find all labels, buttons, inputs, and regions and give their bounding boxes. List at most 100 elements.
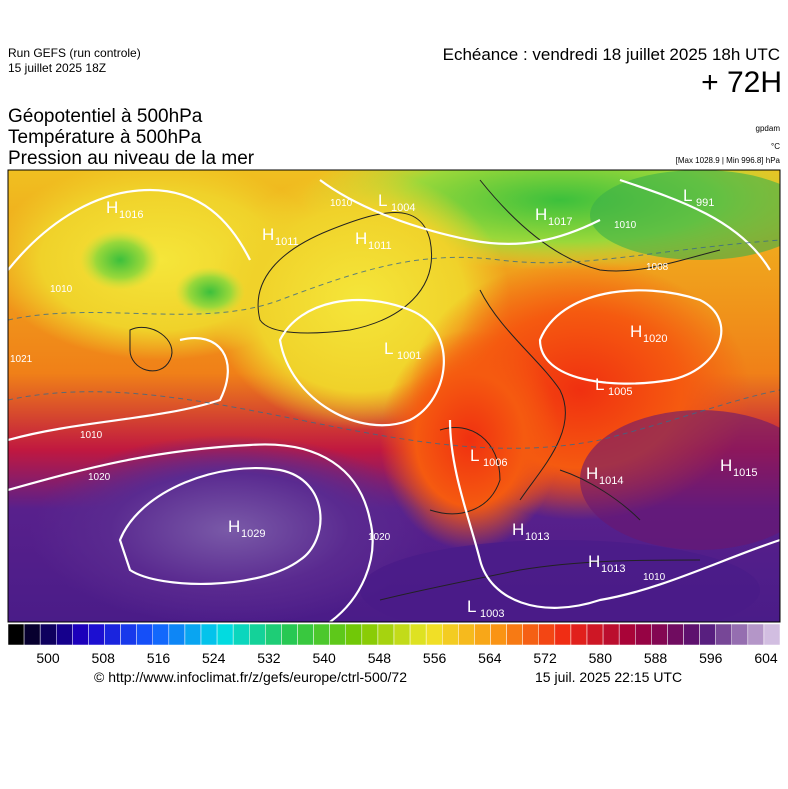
isobar-label: 1008: [646, 262, 669, 273]
isobar-label: 1010: [80, 430, 103, 441]
pressure-center: L 1004: [378, 191, 415, 214]
isobar-label: 1020: [368, 532, 391, 543]
colorbar-swatch: [442, 623, 459, 646]
center-kind: H: [630, 322, 642, 341]
colorbar-swatch: [200, 623, 218, 646]
source: © http://www.infoclimat.fr/z/gefs/europe…: [94, 669, 408, 685]
colorbar-swatch: [7, 623, 25, 646]
colorbar-swatch: [249, 623, 266, 646]
center-kind: L: [470, 446, 479, 465]
center-kind: H: [720, 456, 732, 475]
pressure-center: H 1017: [535, 205, 572, 228]
colorbar-tick-label: 556: [423, 650, 447, 666]
center-kind: H: [262, 225, 274, 244]
pressure-center: L 1006: [470, 446, 507, 469]
title-2: Température à 500hPa: [8, 127, 202, 148]
center-kind: L: [384, 339, 393, 358]
colorbar-swatch: [345, 623, 363, 646]
colorbar-swatch: [329, 623, 346, 646]
center-value: 991: [696, 197, 714, 209]
title-3: Pression au niveau de la mer: [8, 148, 255, 169]
center-value: 1013: [601, 563, 625, 575]
colorbar-tick-label: 572: [533, 650, 557, 666]
center-value: 1011: [368, 240, 392, 252]
center-value: 1011: [275, 236, 299, 248]
colorbar-swatch: [265, 623, 282, 646]
unit-temp: °C: [771, 142, 780, 151]
pressure-center: H 1011: [262, 225, 299, 248]
colorbar-tick-label: 596: [699, 650, 723, 666]
colorbar-swatch: [184, 623, 202, 646]
colorbar-swatch: [361, 623, 379, 646]
colorbar-tick-label: 540: [312, 650, 336, 666]
colorbar-swatch: [425, 623, 443, 646]
center-kind: H: [586, 464, 598, 483]
colorbar-tick-label: 532: [257, 650, 281, 666]
center-value: 1003: [480, 608, 504, 620]
colorbar-swatch: [23, 623, 41, 646]
center-value: 1017: [548, 216, 572, 228]
colorbar-swatch: [313, 623, 330, 646]
colorbar-swatch: [554, 623, 572, 646]
center-kind: L: [378, 191, 387, 210]
colorbar-tick-label: 588: [644, 650, 668, 666]
center-value: 1029: [241, 528, 265, 540]
center-value: 1020: [643, 333, 667, 345]
colorbar-swatch: [281, 623, 298, 646]
colorbar-tick-label: 508: [92, 650, 116, 666]
colorbar-swatch: [506, 623, 523, 646]
pressure-center: L 1001: [384, 339, 421, 362]
center-kind: H: [106, 198, 118, 217]
pressure-center: H 1029: [228, 517, 265, 540]
colorbar-tick-label: 516: [147, 650, 171, 666]
colorbar-swatch: [168, 623, 186, 646]
colorbar-swatch: [72, 623, 89, 646]
colorbar-swatch: [104, 623, 121, 646]
pressure-center: H 1013: [512, 520, 549, 543]
run: Run GEFS (run controle): [8, 46, 141, 60]
pressure-center: L 1005: [595, 375, 632, 398]
unit-gpdam: gpdam: [755, 124, 780, 133]
colorbar-swatch: [651, 623, 668, 646]
run-date: 15 juillet 2025 18Z: [8, 61, 107, 75]
colorbar-swatch: [377, 623, 395, 646]
colorbar-swatch: [699, 623, 716, 646]
colorbar-swatch: [522, 623, 540, 646]
pressure-center: L 1003: [467, 597, 504, 620]
colorbar-tick-label: 564: [478, 650, 502, 666]
center-kind: L: [467, 597, 476, 616]
colorbar-swatch: [297, 623, 314, 646]
colorbar-swatch: [747, 623, 765, 646]
colorbar-tick-label: 524: [202, 650, 226, 666]
colorbar-tick-label: 604: [754, 650, 778, 666]
center-kind: H: [355, 229, 367, 248]
center-value: 1016: [119, 209, 143, 221]
center-value: 1014: [599, 475, 623, 487]
pressure-center: H 1014: [586, 464, 623, 487]
isobar-label: 1010: [330, 198, 353, 209]
colorbar-swatch: [586, 623, 604, 646]
coastlines: [129, 179, 721, 601]
colorbar-tick-label: 500: [36, 650, 60, 666]
lead-time: + 72H: [701, 66, 782, 99]
isobar-label: 1010: [643, 572, 666, 583]
colorbar-swatch: [570, 623, 588, 646]
pressure-center: L 991: [683, 186, 714, 209]
pressure-center: H 1015: [720, 456, 757, 479]
colorbar-swatch: [683, 623, 700, 646]
colorbar-swatch: [409, 623, 427, 646]
field: [8, 170, 780, 622]
colorbar-swatch: [474, 623, 491, 646]
isobar-label: 1010: [614, 220, 637, 231]
title-1: Géopotentiel à 500hPa: [8, 106, 203, 127]
map-frame: [7, 169, 781, 623]
colorbar-tick-label: 580: [589, 650, 613, 666]
pressure-center: H 1011: [355, 229, 392, 252]
colorbar-tick-label: 548: [368, 650, 392, 666]
isobar-label: 1020: [88, 472, 111, 483]
isobars: [8, 178, 780, 622]
center-value: 1015: [733, 467, 757, 479]
isobar-label: 1010: [50, 284, 73, 295]
